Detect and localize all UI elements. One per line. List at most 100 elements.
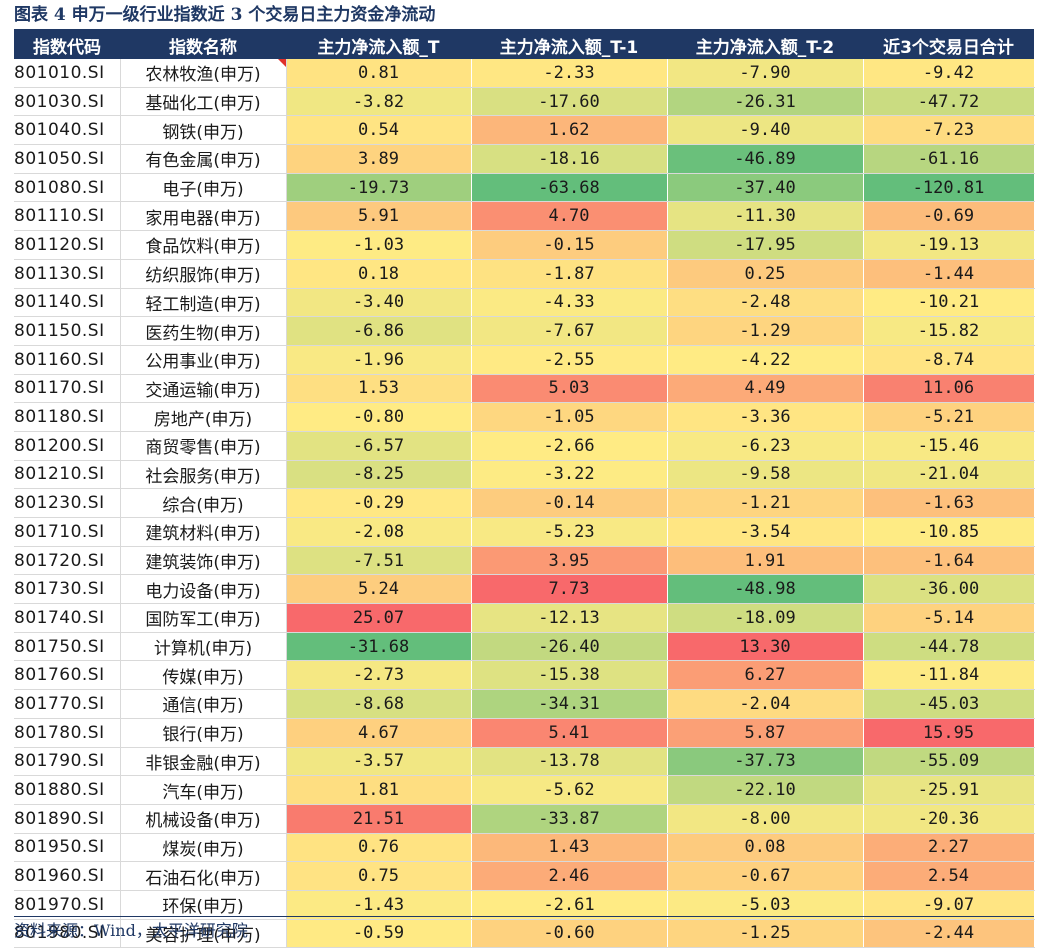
- cell-inflow-t1: -2.61: [471, 890, 668, 920]
- table-row: 801730.SI 电力设备(申万) 5.24 7.73 -48.98 -36.00: [14, 574, 1035, 605]
- cell-inflow-t: -2.08: [286, 517, 472, 547]
- table-row: 801010.SI 农林牧渔(申万) 0.81 -2.33 -7.90 -9.42: [14, 59, 1035, 88]
- source-rule: [14, 916, 1034, 917]
- cell-inflow-3day-sum: -1.64: [863, 546, 1035, 576]
- cell-index-name: 国防军工(申万): [120, 603, 287, 633]
- table-row: 801200.SI 商贸零售(申万) -6.57 -2.66 -6.23 -15.46: [14, 431, 1035, 461]
- cell-index-name: 基础化工(申万): [120, 87, 287, 117]
- cell-inflow-t1: -7.67: [471, 316, 668, 346]
- cell-inflow-t1: -5.23: [471, 517, 668, 547]
- cell-inflow-3day-sum: 2.54: [863, 861, 1035, 891]
- cell-inflow-3day-sum: -1.44: [863, 259, 1035, 289]
- cell-inflow-t: 0.76: [286, 833, 472, 863]
- cell-inflow-3day-sum: -1.63: [863, 488, 1035, 518]
- cell-index-code: 801790.SI: [14, 747, 121, 777]
- cell-index-code: 801130.SI: [14, 259, 121, 289]
- cell-inflow-t1: 2.46: [471, 861, 668, 891]
- table-row: 801880.SI 汽车(申万) 1.81 -5.62 -22.10 -25.91: [14, 775, 1035, 805]
- cell-index-code: 801110.SI: [14, 201, 121, 232]
- cell-index-code: 801210.SI: [14, 460, 121, 490]
- cell-inflow-t1: -17.60: [471, 87, 668, 117]
- cell-index-name: 轻工制造(申万): [120, 288, 287, 318]
- cell-inflow-t2: -3.54: [667, 517, 864, 547]
- cell-inflow-t: 1.53: [286, 374, 472, 404]
- cell-index-name: 传媒(申万): [120, 660, 287, 691]
- cell-index-code: 801970.SI: [14, 890, 121, 920]
- cell-inflow-t2: -1.21: [667, 488, 864, 518]
- cell-index-code: 801770.SI: [14, 689, 121, 719]
- cell-inflow-t2: -3.36: [667, 402, 864, 432]
- cell-index-name: 有色金属(申万): [120, 144, 287, 174]
- table-row: 801710.SI 建筑材料(申万) -2.08 -5.23 -3.54 -10.85: [14, 517, 1035, 547]
- cell-inflow-t2: -1.25: [667, 919, 864, 948]
- cell-index-code: 801160.SI: [14, 345, 121, 375]
- cell-inflow-t: 25.07: [286, 603, 472, 633]
- cell-inflow-t2: -9.40: [667, 115, 864, 146]
- cell-inflow-t2: -2.04: [667, 689, 864, 719]
- cell-inflow-t2: -46.89: [667, 144, 864, 174]
- table-row: 801770.SI 通信(申万) -8.68 -34.31 -2.04 -45.03: [14, 689, 1035, 719]
- cell-inflow-t: -7.51: [286, 546, 472, 576]
- cell-index-code: 801740.SI: [14, 603, 121, 633]
- table-row: 801160.SI 公用事业(申万) -1.96 -2.55 -4.22 -8.74: [14, 345, 1035, 375]
- cell-index-name: 食品饮料(申万): [120, 230, 287, 260]
- cell-index-code: 801040.SI: [14, 115, 121, 146]
- table-row: 801790.SI 非银金融(申万) -3.57 -13.78 -37.73 -55.09: [14, 747, 1035, 777]
- table-row: 801030.SI 基础化工(申万) -3.82 -17.60 -26.31 -47.72: [14, 87, 1035, 117]
- cell-inflow-t: -1.03: [286, 230, 472, 260]
- cell-index-code: 801030.SI: [14, 87, 121, 117]
- table-row: 801210.SI 社会服务(申万) -8.25 -3.22 -9.58 -21.04: [14, 460, 1035, 490]
- cell-inflow-t1: 5.41: [471, 718, 668, 748]
- cell-index-name: 医药生物(申万): [120, 316, 287, 346]
- cell-inflow-t1: 4.70: [471, 201, 668, 232]
- cell-inflow-t: -3.40: [286, 288, 472, 318]
- cell-index-name: 煤炭(申万): [120, 833, 287, 863]
- cell-index-name: 建筑材料(申万): [120, 517, 287, 547]
- cell-index-code: 801960.SI: [14, 861, 121, 891]
- cell-inflow-3day-sum: -7.23: [863, 115, 1035, 146]
- cell-inflow-3day-sum: -36.00: [863, 574, 1035, 605]
- cell-index-name: 钢铁(申万): [120, 115, 287, 146]
- header-row: 指数代码 指数名称 主力净流入额_T 主力净流入额_T-1 主力净流入额_T-2…: [14, 31, 1034, 59]
- table-row: 801780.SI 银行(申万) 4.67 5.41 5.87 15.95: [14, 718, 1035, 748]
- cell-inflow-t: -31.68: [286, 632, 472, 662]
- cell-index-code: 801180.SI: [14, 402, 121, 432]
- source-note: 资料来源：Wind，太平洋研究院: [14, 921, 248, 940]
- header-index-name: 指数名称: [120, 31, 286, 59]
- cell-inflow-3day-sum: -15.82: [863, 316, 1035, 346]
- title-rule: [14, 29, 1034, 31]
- cell-inflow-t2: 0.25: [667, 259, 864, 289]
- table-row: 801180.SI 房地产(申万) -0.80 -1.05 -3.36 -5.21: [14, 402, 1035, 432]
- cell-index-code: 801120.SI: [14, 230, 121, 260]
- cell-index-code: 801710.SI: [14, 517, 121, 547]
- cell-index-name: 交通运输(申万): [120, 374, 287, 404]
- cell-inflow-3day-sum: -47.72: [863, 87, 1035, 117]
- cell-index-code: 801010.SI: [14, 59, 121, 88]
- cell-inflow-t2: -11.30: [667, 201, 864, 232]
- cell-index-name: 公用事业(申万): [120, 345, 287, 375]
- cell-index-name: 房地产(申万): [120, 402, 287, 432]
- cell-inflow-t1: -12.13: [471, 603, 668, 633]
- table-row: 801970.SI 环保(申万) -1.43 -2.61 -5.03 -9.07: [14, 890, 1035, 920]
- cell-index-code: 801880.SI: [14, 775, 121, 805]
- cell-index-code: 801950.SI: [14, 833, 121, 863]
- cell-inflow-t: 5.91: [286, 201, 472, 232]
- cell-inflow-3day-sum: -19.13: [863, 230, 1035, 260]
- cell-inflow-3day-sum: -10.21: [863, 288, 1035, 318]
- cell-index-code: 801050.SI: [14, 144, 121, 174]
- cell-inflow-3day-sum: 15.95: [863, 718, 1035, 748]
- cell-inflow-t1: 1.62: [471, 115, 668, 146]
- cell-inflow-t1: -13.78: [471, 747, 668, 777]
- table-row: 801720.SI 建筑装饰(申万) -7.51 3.95 1.91 -1.64: [14, 546, 1035, 576]
- cell-index-code: 801140.SI: [14, 288, 121, 318]
- cell-inflow-t2: 4.49: [667, 374, 864, 404]
- cell-inflow-t: -0.59: [286, 919, 472, 948]
- cell-inflow-t2: 6.27: [667, 660, 864, 691]
- cell-index-code: 801230.SI: [14, 488, 121, 518]
- cell-inflow-3day-sum: -9.42: [863, 59, 1035, 88]
- header-inflow-t1: 主力净流入额_T-1: [471, 31, 667, 59]
- cell-inflow-t2: -22.10: [667, 775, 864, 805]
- cell-inflow-3day-sum: 2.27: [863, 833, 1035, 863]
- cell-inflow-t: -8.68: [286, 689, 472, 719]
- cell-inflow-t1: 1.43: [471, 833, 668, 863]
